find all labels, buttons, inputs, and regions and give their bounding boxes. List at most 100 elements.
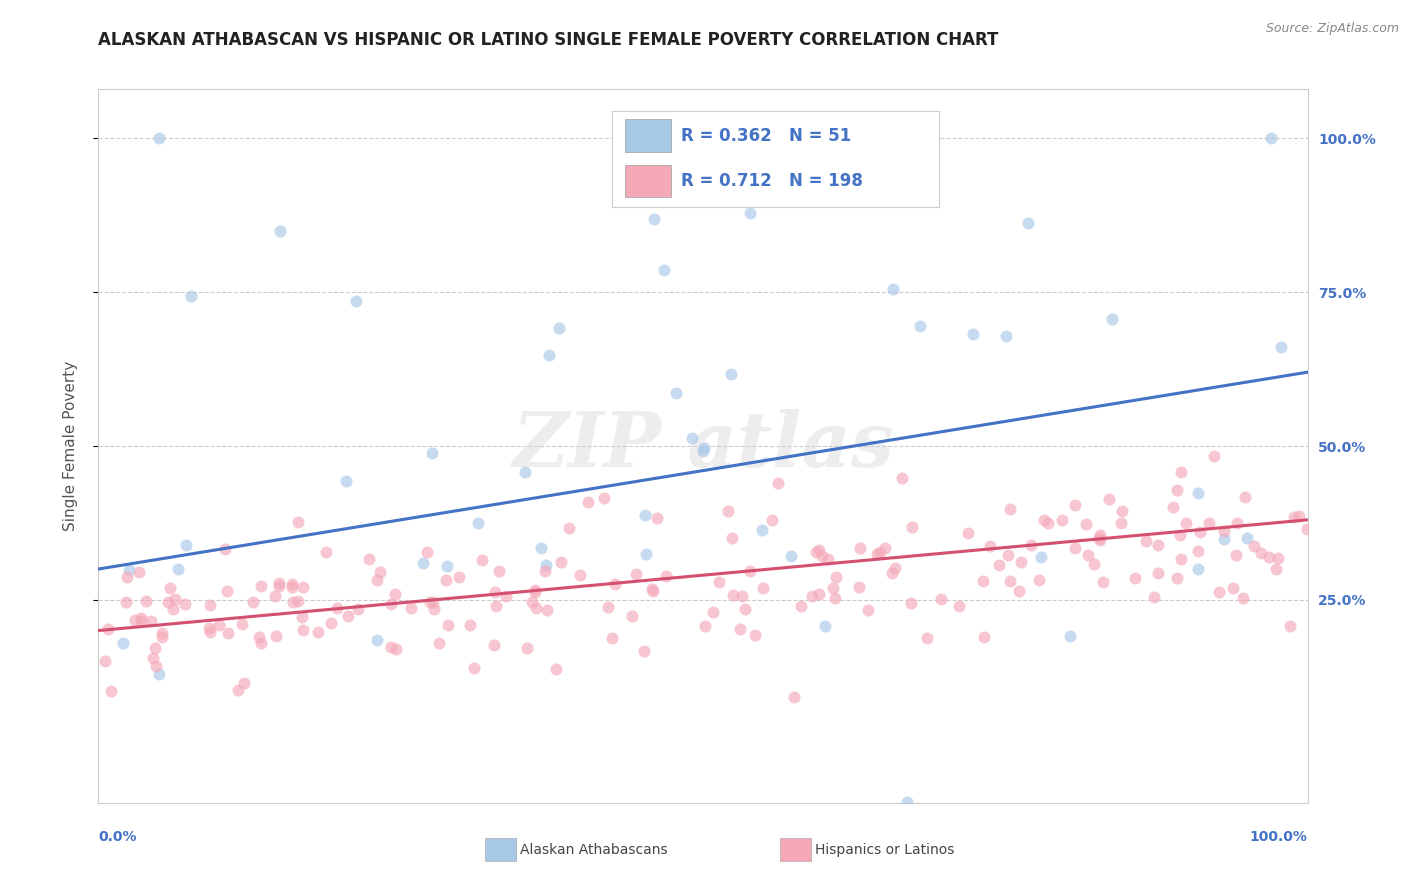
Point <box>399 601 422 615</box>
Point <box>1050 513 1073 527</box>
Point <box>524 601 547 615</box>
Point <box>1147 566 1170 581</box>
Point <box>1187 562 1209 576</box>
Point <box>150 626 173 640</box>
Point <box>1111 504 1133 518</box>
Point <box>647 510 669 524</box>
Point <box>534 564 557 578</box>
Point <box>979 539 1001 553</box>
Point <box>336 609 359 624</box>
Point <box>1222 581 1244 595</box>
Point <box>366 574 388 588</box>
Point <box>766 475 789 490</box>
Point <box>740 564 762 578</box>
Point <box>100 684 122 698</box>
Point <box>908 319 931 334</box>
Point <box>1033 513 1056 527</box>
Point <box>263 589 285 603</box>
Point <box>173 597 195 611</box>
Point <box>482 638 505 652</box>
Point <box>544 662 567 676</box>
Point <box>1077 548 1099 562</box>
Point <box>1028 573 1050 587</box>
Point <box>346 293 368 308</box>
Point <box>115 595 138 609</box>
Point <box>641 584 664 599</box>
Point <box>447 570 470 584</box>
Point <box>1295 522 1317 536</box>
Point <box>728 622 751 636</box>
Point <box>752 581 775 595</box>
Point <box>731 589 754 603</box>
Point <box>148 131 170 145</box>
Point <box>180 289 202 303</box>
Point <box>412 556 434 570</box>
Point <box>811 549 834 563</box>
Text: 0.0%: 0.0% <box>98 830 136 844</box>
Text: Hispanics or Latinos: Hispanics or Latinos <box>815 843 955 857</box>
Point <box>156 595 179 609</box>
Point <box>520 595 543 609</box>
Point <box>1270 341 1292 355</box>
Point <box>751 524 773 538</box>
Text: ZIP atlas: ZIP atlas <box>512 409 894 483</box>
Point <box>578 495 600 509</box>
Point <box>515 465 537 479</box>
Point <box>813 619 835 633</box>
Point <box>200 598 222 612</box>
Point <box>214 541 236 556</box>
Point <box>972 574 994 588</box>
Point <box>1243 539 1265 553</box>
Point <box>681 431 703 445</box>
Point <box>720 368 742 382</box>
Point <box>523 582 546 597</box>
Point <box>485 599 508 614</box>
Point <box>1087 532 1109 546</box>
Point <box>1083 557 1105 571</box>
Point <box>422 601 444 615</box>
Point <box>1175 516 1198 530</box>
Point <box>287 515 309 529</box>
Point <box>1198 516 1220 530</box>
Point <box>242 595 264 609</box>
Point <box>249 830 271 844</box>
Point <box>321 616 343 631</box>
Point <box>558 520 581 534</box>
Point <box>973 630 995 644</box>
Point <box>1036 516 1059 530</box>
Point <box>366 632 388 647</box>
Text: R = 0.362   N = 51: R = 0.362 N = 51 <box>681 127 851 145</box>
Point <box>94 654 117 668</box>
Point <box>823 581 845 595</box>
Point <box>569 568 592 582</box>
Point <box>1258 550 1281 565</box>
Point <box>998 574 1021 588</box>
Point <box>148 666 170 681</box>
Point <box>117 569 139 583</box>
Point <box>1088 533 1111 548</box>
Point <box>416 544 439 558</box>
Point <box>900 519 922 533</box>
Point <box>347 602 370 616</box>
Point <box>530 541 553 555</box>
Point <box>1088 528 1111 542</box>
Point <box>665 386 688 401</box>
Text: Source: ZipAtlas.com: Source: ZipAtlas.com <box>1265 22 1399 36</box>
Point <box>326 600 349 615</box>
Point <box>1135 533 1157 548</box>
Point <box>269 576 291 591</box>
Point <box>596 600 619 615</box>
Point <box>807 587 830 601</box>
Point <box>866 547 889 561</box>
Point <box>292 624 315 638</box>
Point <box>1278 619 1301 633</box>
Point <box>437 618 460 632</box>
Point <box>548 321 571 335</box>
Point <box>1010 555 1032 569</box>
Point <box>368 566 391 580</box>
Point <box>782 690 804 704</box>
Point <box>707 575 730 590</box>
Point <box>463 661 485 675</box>
Point <box>145 658 167 673</box>
Point <box>264 629 287 643</box>
